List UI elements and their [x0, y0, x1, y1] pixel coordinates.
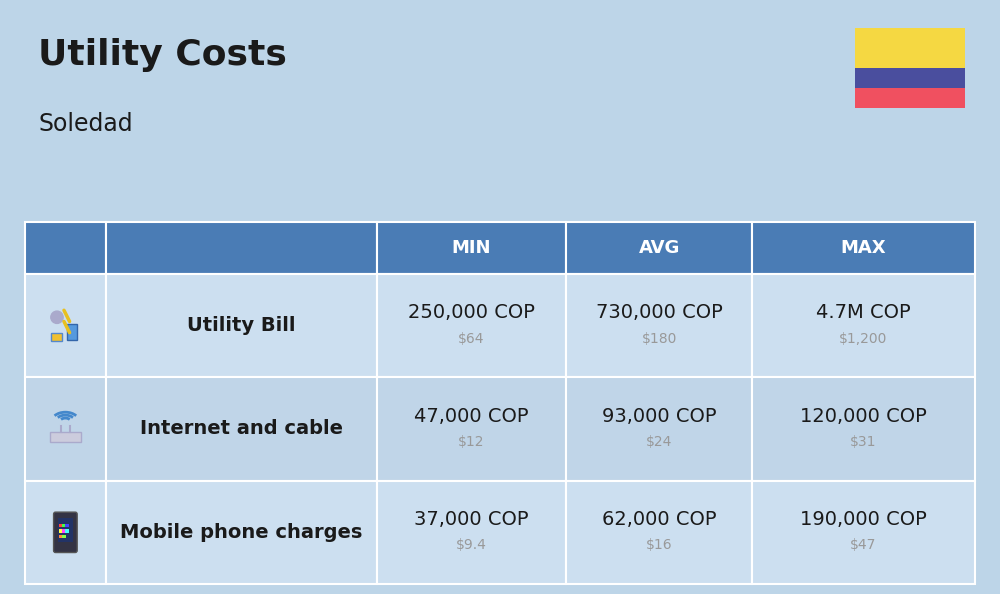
Bar [58, 519, 73, 542]
Bar [25, 222, 106, 274]
Bar [62, 529, 66, 533]
Text: Soledad: Soledad [38, 112, 133, 136]
Bar [376, 481, 566, 584]
Bar [59, 523, 62, 527]
Text: 37,000 COP: 37,000 COP [414, 510, 529, 529]
Bar [376, 274, 566, 377]
Text: 93,000 COP: 93,000 COP [602, 406, 716, 425]
Bar [376, 377, 566, 481]
Bar [50, 432, 81, 441]
Bar [566, 377, 752, 481]
Bar [25, 274, 106, 377]
Text: 47,000 COP: 47,000 COP [414, 406, 529, 425]
Bar [62, 535, 66, 538]
Bar [855, 68, 965, 88]
Text: Utility Bill: Utility Bill [187, 316, 295, 335]
Bar [67, 324, 77, 340]
Bar [752, 377, 975, 481]
Bar [752, 274, 975, 377]
Bar [752, 481, 975, 584]
Bar [65, 523, 69, 527]
Bar [106, 274, 376, 377]
Bar [65, 529, 69, 533]
Bar [51, 333, 62, 341]
Text: $180: $180 [641, 331, 677, 346]
Bar [855, 88, 965, 108]
Text: AVG: AVG [638, 239, 680, 257]
Bar [566, 274, 752, 377]
Bar [25, 481, 106, 584]
Text: MAX: MAX [841, 239, 886, 257]
Text: $16: $16 [646, 538, 672, 552]
Bar [62, 523, 66, 527]
Bar [106, 481, 376, 584]
Text: $31: $31 [850, 435, 877, 449]
Bar [566, 481, 752, 584]
Bar [25, 377, 106, 481]
Bar [566, 222, 752, 274]
Bar [376, 222, 566, 274]
Text: $9.4: $9.4 [456, 538, 487, 552]
Circle shape [51, 311, 63, 323]
Text: $1,200: $1,200 [839, 331, 888, 346]
Text: $64: $64 [458, 331, 485, 346]
Text: MIN: MIN [452, 239, 491, 257]
Text: Utility Costs: Utility Costs [38, 38, 287, 72]
Text: $12: $12 [458, 435, 485, 449]
Text: 190,000 COP: 190,000 COP [800, 510, 927, 529]
Text: Mobile phone charges: Mobile phone charges [120, 523, 362, 542]
Bar [106, 222, 376, 274]
Text: 730,000 COP: 730,000 COP [596, 303, 722, 322]
Text: 4.7M COP: 4.7M COP [816, 303, 911, 322]
Text: $24: $24 [646, 435, 672, 449]
Text: 120,000 COP: 120,000 COP [800, 406, 927, 425]
Bar [106, 377, 376, 481]
FancyBboxPatch shape [54, 512, 77, 552]
Bar [59, 529, 62, 533]
Text: 62,000 COP: 62,000 COP [602, 510, 716, 529]
Text: Internet and cable: Internet and cable [140, 419, 343, 438]
Text: 250,000 COP: 250,000 COP [408, 303, 535, 322]
Bar [752, 222, 975, 274]
Bar [59, 535, 62, 538]
Bar [855, 28, 965, 68]
Text: $47: $47 [850, 538, 877, 552]
